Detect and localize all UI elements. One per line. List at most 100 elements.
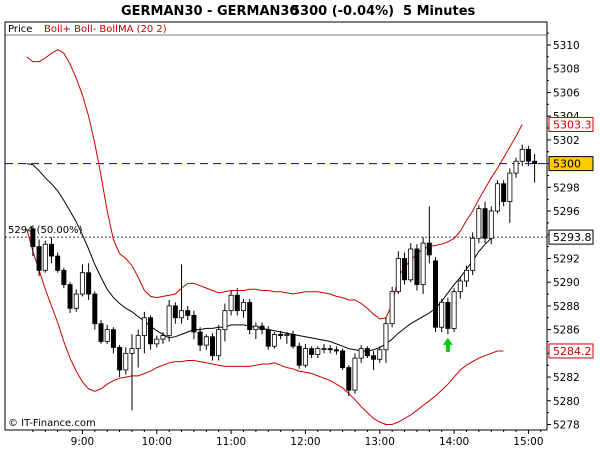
- candle-bull: [284, 333, 290, 336]
- candle-bear: [433, 260, 439, 328]
- candle-bull: [302, 348, 308, 366]
- candle-bull: [154, 338, 160, 345]
- x-tick-label: 14:00: [439, 436, 469, 448]
- x-tick-label: 12:00: [290, 436, 320, 448]
- candle-bull: [389, 291, 395, 325]
- candle-bear: [482, 208, 488, 239]
- candle-bull: [513, 160, 519, 174]
- candle-bull: [135, 335, 141, 350]
- candle-bull: [488, 210, 494, 239]
- candle-bear: [117, 347, 123, 371]
- candle-bull: [129, 348, 135, 354]
- x-tick-label: 9:00: [71, 436, 95, 448]
- candle-bull: [494, 183, 500, 212]
- legend-price: Price: [8, 24, 32, 35]
- candle-bear: [333, 349, 339, 352]
- current-price-tag-box: [548, 156, 594, 172]
- candle-bull: [408, 248, 414, 281]
- candle-bear: [426, 242, 432, 256]
- candle-bull: [476, 208, 482, 239]
- y-tick-label: 5278: [553, 420, 580, 432]
- candle-bear: [36, 246, 42, 271]
- candle-bear: [197, 331, 203, 346]
- candle-bear: [290, 333, 296, 347]
- candle-bear: [371, 355, 377, 360]
- y-tick-label: 5280: [553, 396, 580, 408]
- lower-band-line: [26, 228, 504, 425]
- y-tick-label: 5282: [553, 372, 580, 384]
- plot-frame: [4, 21, 548, 431]
- candle-bear: [110, 329, 116, 348]
- bollma-line: [26, 163, 492, 352]
- candle-bear: [98, 323, 104, 342]
- candle-bear: [30, 228, 36, 248]
- candle-bear: [278, 333, 284, 336]
- candle-bull: [439, 301, 445, 328]
- candle-bear: [445, 301, 451, 329]
- candle-bear: [210, 336, 216, 357]
- upper-band-line: [26, 49, 523, 320]
- candle-bull: [383, 323, 389, 351]
- lower-band-tag-box: [548, 343, 594, 359]
- fib-label: 5294 (50.00%): [8, 225, 83, 236]
- x-tick-label: 11:00: [216, 436, 246, 448]
- chart-quote: 5300 (-0.04%): [291, 4, 394, 19]
- candle-bear: [191, 314, 197, 333]
- candle-bear: [340, 350, 346, 368]
- candle-bear: [172, 305, 178, 319]
- y-tick-label: 5288: [553, 301, 580, 313]
- candle-bear: [247, 301, 253, 331]
- candle-bear: [259, 325, 265, 331]
- chart-timeframe: 5 Minutes: [403, 4, 476, 19]
- candle-bull: [73, 293, 79, 309]
- upper-band-tag: 5303.3: [553, 118, 592, 131]
- candle-bull: [395, 258, 401, 293]
- candle-bull: [216, 329, 222, 357]
- candle-bull: [315, 348, 321, 355]
- candle-bull: [166, 305, 172, 336]
- candle-bull: [463, 269, 469, 282]
- y-tick-label: 5302: [553, 135, 580, 147]
- plot-area: Price Boll+ Boll- BollMA (20 2) 5294 (50…: [4, 21, 548, 431]
- candle-bear: [346, 367, 352, 391]
- candle-bear: [532, 160, 538, 164]
- candle-bull: [470, 237, 476, 271]
- y-tick-label: 5290: [553, 277, 580, 289]
- candle-bear: [309, 348, 315, 355]
- candle-bull: [420, 242, 426, 285]
- fib-value-tag: 5293.8: [553, 231, 592, 244]
- candle-bull: [352, 357, 358, 391]
- candle-bull: [519, 148, 525, 162]
- candle-bull: [203, 336, 209, 346]
- candle-bull: [228, 294, 234, 312]
- x-axis: 9:00 10:00 11:00 12:00 13:00 14:00 15:00: [32, 430, 544, 448]
- candle-bear: [148, 317, 154, 345]
- x-tick-label: 13:00: [365, 436, 395, 448]
- x-tick-label: 15:00: [513, 436, 543, 448]
- fib-value-tag-box: [548, 229, 594, 245]
- candle-bull: [179, 310, 185, 319]
- candle-bull: [507, 172, 513, 202]
- candle-bear: [61, 269, 67, 285]
- candle-bull: [79, 272, 85, 295]
- candle-bull: [321, 348, 327, 351]
- candle-bear: [327, 348, 333, 351]
- current-price-tag: 5300: [553, 158, 581, 171]
- price-tags: 5303.3 5300 5293.8 5284.2: [548, 116, 594, 359]
- candle-bear: [234, 294, 240, 312]
- candle-bull: [253, 325, 259, 331]
- candle-bear: [501, 183, 507, 202]
- x-tick-label: 10:00: [142, 436, 172, 448]
- candle-bull: [271, 333, 277, 347]
- candle-bear: [185, 310, 191, 316]
- watermark: © IT-Finance.com: [8, 418, 96, 429]
- candle-bull: [377, 349, 383, 360]
- candle-bull: [160, 335, 166, 340]
- candle-bear: [402, 258, 408, 281]
- candle-bear: [55, 255, 61, 271]
- y-tick-label: 5292: [553, 253, 580, 265]
- upper-band-tag-box: [548, 116, 594, 132]
- y-tick-label: 5308: [553, 64, 580, 76]
